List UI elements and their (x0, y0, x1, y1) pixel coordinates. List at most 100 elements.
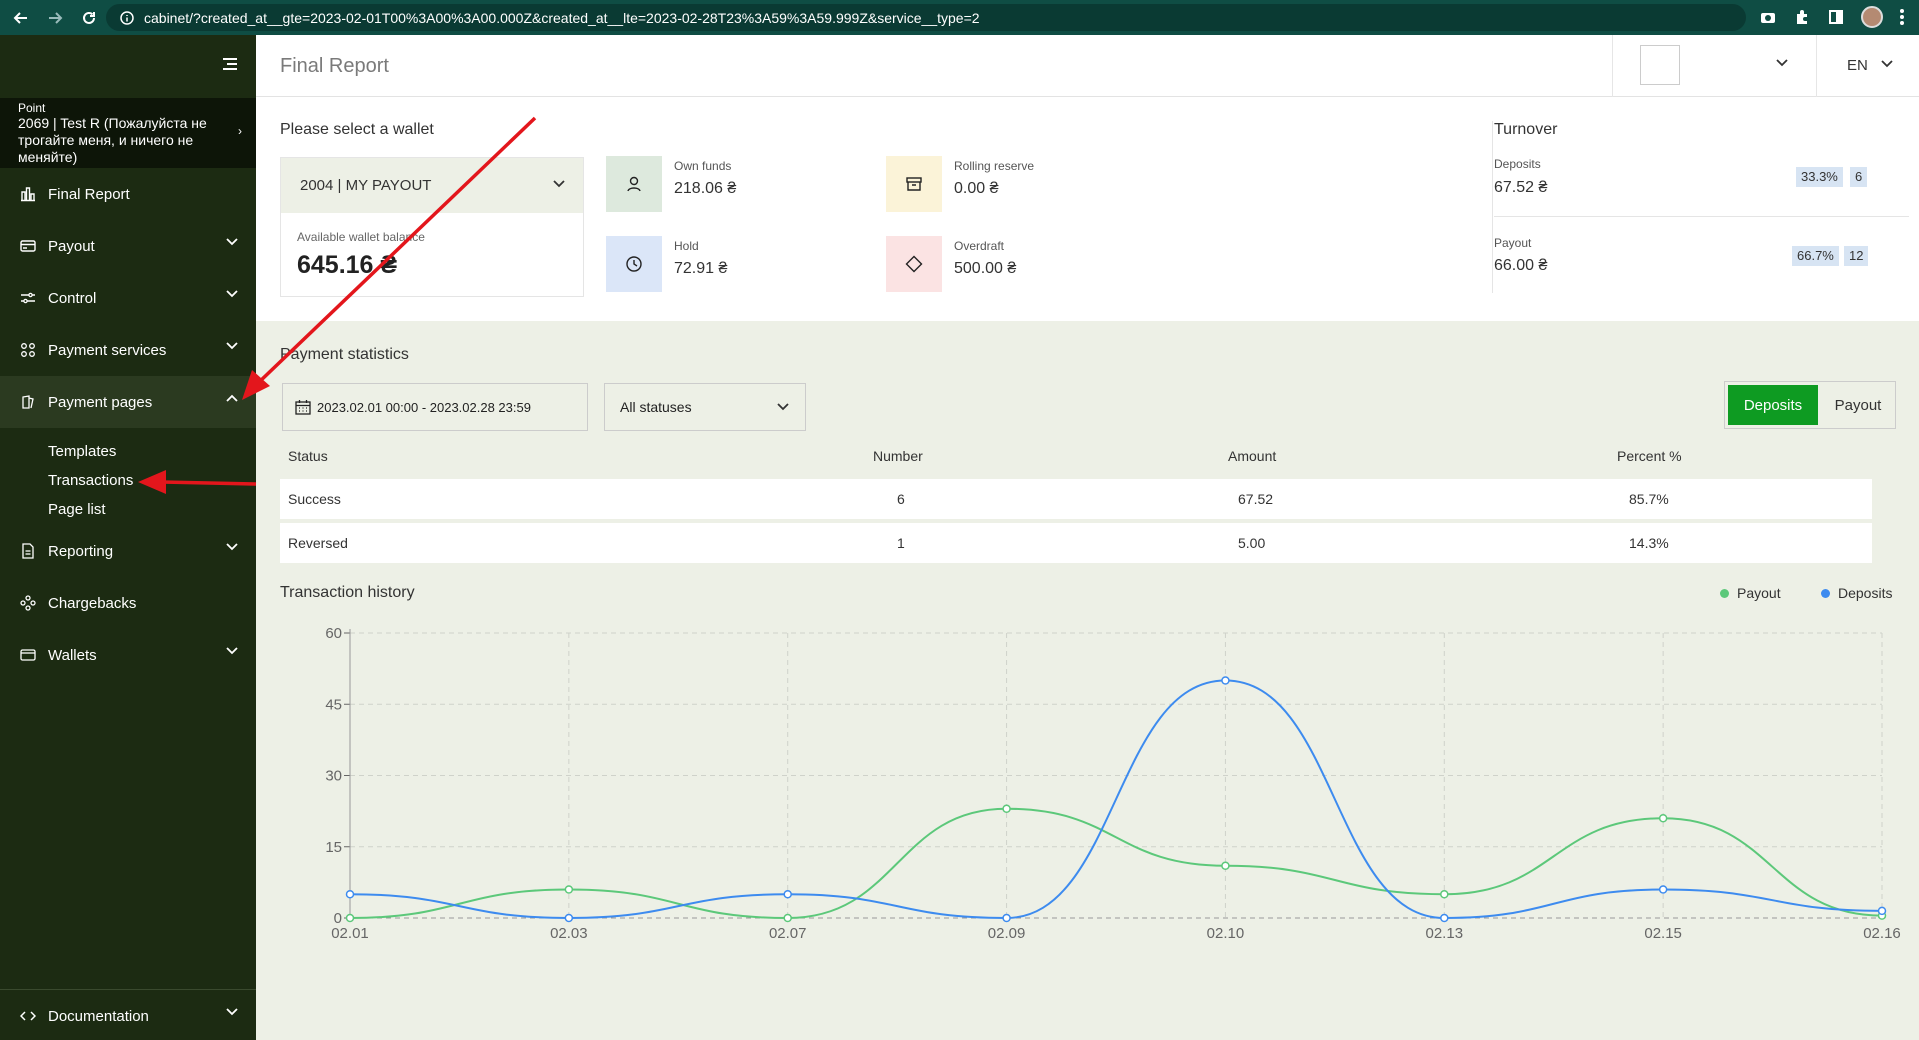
forward-arrow-icon[interactable] (42, 5, 68, 31)
payout-percent-badge: 66.7% (1792, 246, 1839, 266)
chevron-down-icon (226, 647, 238, 655)
point-label: Point (18, 101, 46, 115)
sidebar-item-documentation[interactable]: Documentation (0, 990, 256, 1040)
data-point-payout (1002, 804, 1011, 813)
y-tick-label: 15 (325, 839, 342, 856)
sidebar-item-payment-pages[interactable]: Payment pages (0, 376, 256, 428)
series-line-payout (349, 807, 1883, 920)
document-icon (18, 541, 38, 561)
chevron-down-icon[interactable] (1776, 59, 1788, 67)
sidebar-subitem-transactions[interactable]: Transactions (48, 472, 134, 489)
language-selector[interactable]: EN (1847, 57, 1868, 74)
diamond-icon (886, 236, 942, 292)
sidebar-item-label: Final Report (48, 185, 130, 203)
sidebar-divider (0, 989, 256, 990)
clock-icon (606, 236, 662, 292)
turnover-payout-value: 66.00 ₴ (1494, 257, 1548, 274)
turnover-payout-label: Payout (1494, 236, 1532, 250)
data-point-payout (1658, 814, 1668, 823)
sidebar-item-chargebacks[interactable]: Chargebacks (0, 577, 256, 629)
chevron-down-icon (226, 342, 238, 350)
site-info-icon[interactable] (120, 10, 134, 25)
y-tick-label: 45 (325, 696, 342, 713)
legend-item-payout[interactable]: Payout (1720, 585, 1781, 601)
sidebar-collapse-icon[interactable] (222, 57, 238, 76)
sidebar-item-reporting[interactable]: Reporting (0, 525, 256, 577)
data-point-deposits (564, 913, 574, 923)
table-row: Reversed 1 5.00 14.3% (280, 523, 1872, 563)
number-cell: 1 (897, 535, 905, 551)
deposits-count-badge: 6 (1850, 167, 1868, 187)
chevron-down-icon (777, 403, 789, 411)
legend-dot (1821, 588, 1830, 598)
menu-dots-icon[interactable] (1899, 8, 1905, 26)
percent-cell: 14.3% (1629, 535, 1669, 551)
legend-dot (1720, 588, 1729, 598)
sidebar-item-wallets[interactable]: Wallets (0, 629, 256, 681)
grid-icon (18, 340, 38, 360)
data-point-deposits (1002, 913, 1011, 923)
data-point-payout (564, 885, 574, 894)
chevron-down-icon (226, 1008, 238, 1016)
camera-icon[interactable] (1759, 8, 1777, 26)
sidebar-item-control[interactable]: Control (0, 272, 256, 324)
legend-label: Deposits (1838, 585, 1893, 601)
own-funds-value: 218.06 ₴ (674, 180, 737, 197)
sidebar-item-payment-services[interactable]: Payment services (0, 324, 256, 376)
payout-toggle-button[interactable]: Payout (1834, 396, 1882, 414)
chevron-down-icon[interactable] (1881, 60, 1893, 68)
point-logo-placeholder[interactable] (1640, 45, 1680, 85)
data-point-payout (1221, 861, 1230, 870)
calendar-icon (295, 399, 311, 415)
page-header: Final Report EN (256, 35, 1919, 97)
sidebar-item-final-report[interactable]: Final Report (0, 168, 256, 220)
address-bar[interactable]: cabinet/?created_at__gte=2023-02-01T00%3… (106, 4, 1746, 31)
hold-label: Hold (674, 239, 699, 253)
sidebar-item-label: Chargebacks (48, 594, 137, 612)
deposits-percent-badge: 33.3% (1796, 167, 1843, 187)
y-tick-label: 0 (334, 910, 342, 927)
extensions-icon[interactable] (1793, 8, 1811, 26)
data-point-deposits (1440, 913, 1449, 923)
hold-value: 72.91 ₴ (674, 260, 728, 277)
date-range-picker[interactable]: 2023.02.01 00:00 - 2023.02.28 23:59 (282, 383, 588, 431)
deposits-toggle-button[interactable]: Deposits (1728, 385, 1818, 425)
card-icon (18, 236, 38, 256)
sidebar-item-label: Payout (48, 237, 95, 255)
sidebar-subitem-page-list[interactable]: Page list (48, 501, 106, 518)
header-divider (1612, 35, 1613, 97)
point-selector[interactable]: Point 2069 | Test R (Пожалуйста не трога… (0, 98, 256, 168)
status-filter-select[interactable]: All statuses (604, 383, 806, 431)
turnover-divider (1492, 121, 1493, 293)
status-cell: Reversed (288, 535, 348, 551)
x-tick-label: 02.15 (1644, 925, 1682, 942)
sliders-icon (18, 288, 38, 308)
chevron-up-icon (226, 394, 238, 402)
data-point-payout (345, 913, 355, 923)
avatar[interactable] (1861, 6, 1883, 28)
sidebar-item-payout[interactable]: Payout (0, 220, 256, 272)
legend-label: Payout (1737, 585, 1781, 601)
sidebar-item-label: Documentation (48, 1007, 149, 1025)
pages-icon (18, 392, 38, 412)
back-arrow-icon[interactable] (8, 5, 34, 31)
x-tick-label: 02.13 (1426, 925, 1464, 942)
reload-icon[interactable] (76, 5, 102, 31)
chart-icon (18, 184, 38, 204)
y-tick-label: 60 (325, 625, 342, 642)
sidebar-item-label: Payment pages (48, 393, 153, 411)
sidebar-item-label: Reporting (48, 542, 114, 560)
own-funds-label: Own funds (674, 159, 732, 173)
x-tick-label: 02.07 (769, 925, 807, 942)
rolling-reserve-value: 0.00 ₴ (954, 180, 999, 197)
overdraft-value: 500.00 ₴ (954, 260, 1017, 277)
sidebar-subitem-templates[interactable]: Templates (48, 443, 117, 460)
column-header-percent: Percent % (1617, 448, 1682, 464)
legend-item-deposits[interactable]: Deposits (1821, 585, 1892, 601)
x-tick-label: 02.09 (988, 925, 1026, 942)
data-point-deposits (783, 890, 792, 899)
number-cell: 6 (897, 491, 905, 507)
sidepanel-icon[interactable] (1827, 8, 1845, 26)
percent-cell: 85.7% (1629, 491, 1669, 507)
